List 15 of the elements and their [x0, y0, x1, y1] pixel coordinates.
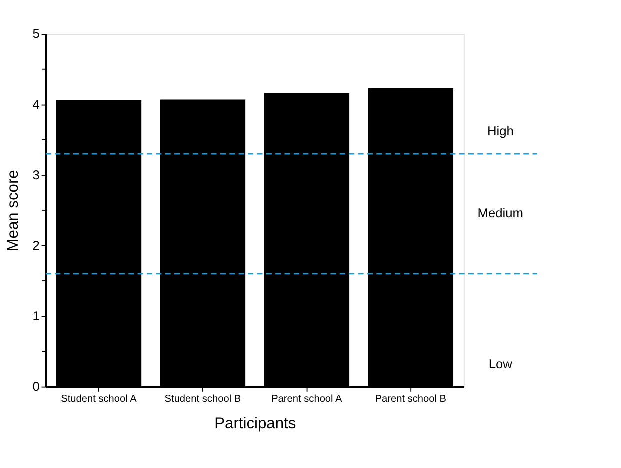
y-tick-label: 4	[32, 96, 40, 112]
y-tick-label: 2	[32, 238, 40, 253]
text: High	[487, 124, 514, 139]
y-tick-label: 1	[32, 308, 40, 324]
text: Low	[488, 356, 514, 372]
y-tick-label: 3	[32, 167, 40, 182]
x-tick-label: Student school A	[61, 394, 138, 405]
y-axis-title: Mean score	[5, 170, 22, 252]
y-tick-label: 5	[32, 26, 40, 42]
x-tick-label: Student school B	[164, 394, 242, 405]
x-tick-label: Parent school A	[272, 394, 343, 405]
text: Medium	[478, 206, 524, 221]
x-axis-title: Participants	[214, 416, 296, 433]
y-tick-label: 0	[32, 378, 40, 394]
x-tick-label: Parent school B	[375, 394, 447, 405]
